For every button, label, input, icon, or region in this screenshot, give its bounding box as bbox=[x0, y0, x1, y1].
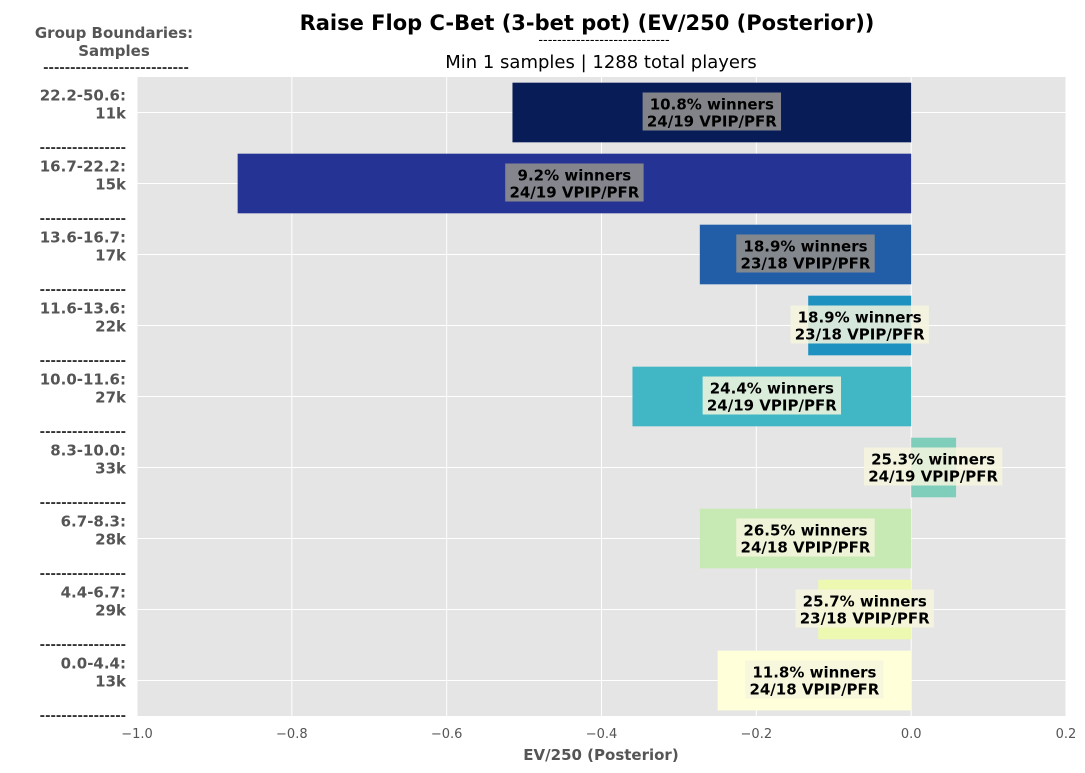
bar-label-winners: 9.2% winners bbox=[518, 167, 632, 185]
chart-title: Raise Flop C-Bet (3-bet pot) (EV/250 (Po… bbox=[300, 11, 875, 35]
y-label-samples: 28k bbox=[95, 531, 127, 549]
bar-label-vpip-pfr: 24/18 VPIP/PFR bbox=[741, 539, 871, 557]
bar-label-vpip-pfr: 23/18 VPIP/PFR bbox=[795, 326, 925, 344]
bar-label-winners: 18.9% winners bbox=[798, 309, 922, 327]
y-label-samples: 27k bbox=[95, 389, 127, 407]
x-tick-label: −0.4 bbox=[586, 727, 618, 742]
y-label-separator: ---------------- bbox=[40, 638, 126, 653]
y-label-range: 22.2-50.6: bbox=[40, 87, 126, 105]
y-label-separator: ---------------- bbox=[40, 212, 126, 227]
bar-label-box bbox=[642, 92, 782, 131]
y-label-range: 16.7-22.2: bbox=[40, 158, 126, 176]
bar-label-vpip-pfr: 24/18 VPIP/PFR bbox=[749, 681, 879, 699]
y-label-range: 6.7-8.3: bbox=[61, 513, 126, 531]
x-tick-label: −0.8 bbox=[276, 727, 308, 742]
bar-label-vpip-pfr: 23/18 VPIP/PFR bbox=[741, 255, 871, 273]
bar-label-vpip-pfr: 24/19 VPIP/PFR bbox=[868, 468, 998, 486]
y-label-range: 4.4-6.7: bbox=[61, 584, 126, 602]
y-label-separator: ---------------- bbox=[40, 425, 126, 440]
bar-label-box bbox=[745, 660, 884, 699]
chart-subtitle: Min 1 samples | 1288 total players bbox=[445, 52, 757, 73]
y-label-range: 0.0-4.4: bbox=[61, 655, 126, 673]
y-label-range: 11.6-13.6: bbox=[40, 300, 126, 318]
y-label-separator: ---------------- bbox=[40, 567, 126, 582]
y-label-samples: 17k bbox=[95, 247, 127, 265]
y-label-separator: ---------------- bbox=[40, 283, 126, 298]
x-tick-label: 0.2 bbox=[1056, 727, 1077, 742]
chart-title-rule: ---------------------------- bbox=[538, 33, 670, 48]
bar-label-box bbox=[795, 589, 934, 628]
x-tick-label: −0.2 bbox=[741, 727, 773, 742]
bar-label-winners: 26.5% winners bbox=[743, 522, 867, 540]
y-label-range: 13.6-16.7: bbox=[40, 229, 126, 247]
corner-label-line2: Samples bbox=[78, 42, 150, 60]
y-label-samples: 29k bbox=[95, 602, 127, 620]
bar-label-vpip-pfr: 24/19 VPIP/PFR bbox=[647, 113, 777, 131]
y-label-separator: ---------------- bbox=[40, 141, 126, 156]
x-axis-label: EV/250 (Posterior) bbox=[523, 746, 678, 764]
corner-label-line1: Group Boundaries: bbox=[35, 24, 193, 42]
y-label-samples: 22k bbox=[95, 318, 127, 336]
bar-label-box bbox=[702, 376, 842, 415]
x-tick-label: −1.0 bbox=[121, 727, 153, 742]
bar-label-box bbox=[505, 163, 644, 202]
y-label-samples: 15k bbox=[95, 176, 127, 194]
y-label-separator: ---------------- bbox=[40, 496, 126, 511]
y-label-samples: 33k bbox=[95, 460, 127, 478]
y-label-range: 8.3-10.0: bbox=[50, 442, 126, 460]
bar-label-box bbox=[736, 234, 875, 273]
bar-label-vpip-pfr: 23/18 VPIP/PFR bbox=[800, 610, 930, 628]
x-tick-label: −0.6 bbox=[431, 727, 463, 742]
bar-label-box bbox=[736, 518, 875, 557]
bar-label-winners: 25.7% winners bbox=[803, 593, 927, 611]
x-tick-label: 0.0 bbox=[901, 727, 922, 742]
y-label-separator: ---------------- bbox=[40, 354, 126, 369]
bar-label-winners: 18.9% winners bbox=[743, 238, 867, 256]
bar-label-box bbox=[863, 447, 1003, 486]
y-axis-labels: 22.2-50.6:11k----------------16.7-22.2:1… bbox=[40, 87, 127, 725]
corner-label-rule: --------------------------- bbox=[43, 61, 189, 76]
y-label-range: 10.0-11.6: bbox=[40, 371, 126, 389]
x-axis-ticks: −1.0 −0.8 −0.6 −0.4 −0.2 0.0 0.2 bbox=[121, 727, 1076, 742]
bar-label-vpip-pfr: 24/19 VPIP/PFR bbox=[707, 397, 837, 415]
bar-label-box bbox=[790, 305, 929, 344]
bar-label-winners: 24.4% winners bbox=[710, 380, 834, 398]
y-label-samples: 11k bbox=[95, 105, 127, 123]
y-label-separator: ---------------- bbox=[40, 709, 126, 724]
bar-label-vpip-pfr: 24/19 VPIP/PFR bbox=[509, 184, 639, 202]
bar-label-winners: 25.3% winners bbox=[871, 451, 995, 469]
y-label-samples: 13k bbox=[95, 673, 127, 691]
bar-label-winners: 10.8% winners bbox=[650, 96, 774, 114]
bar-label-winners: 11.8% winners bbox=[752, 664, 876, 682]
